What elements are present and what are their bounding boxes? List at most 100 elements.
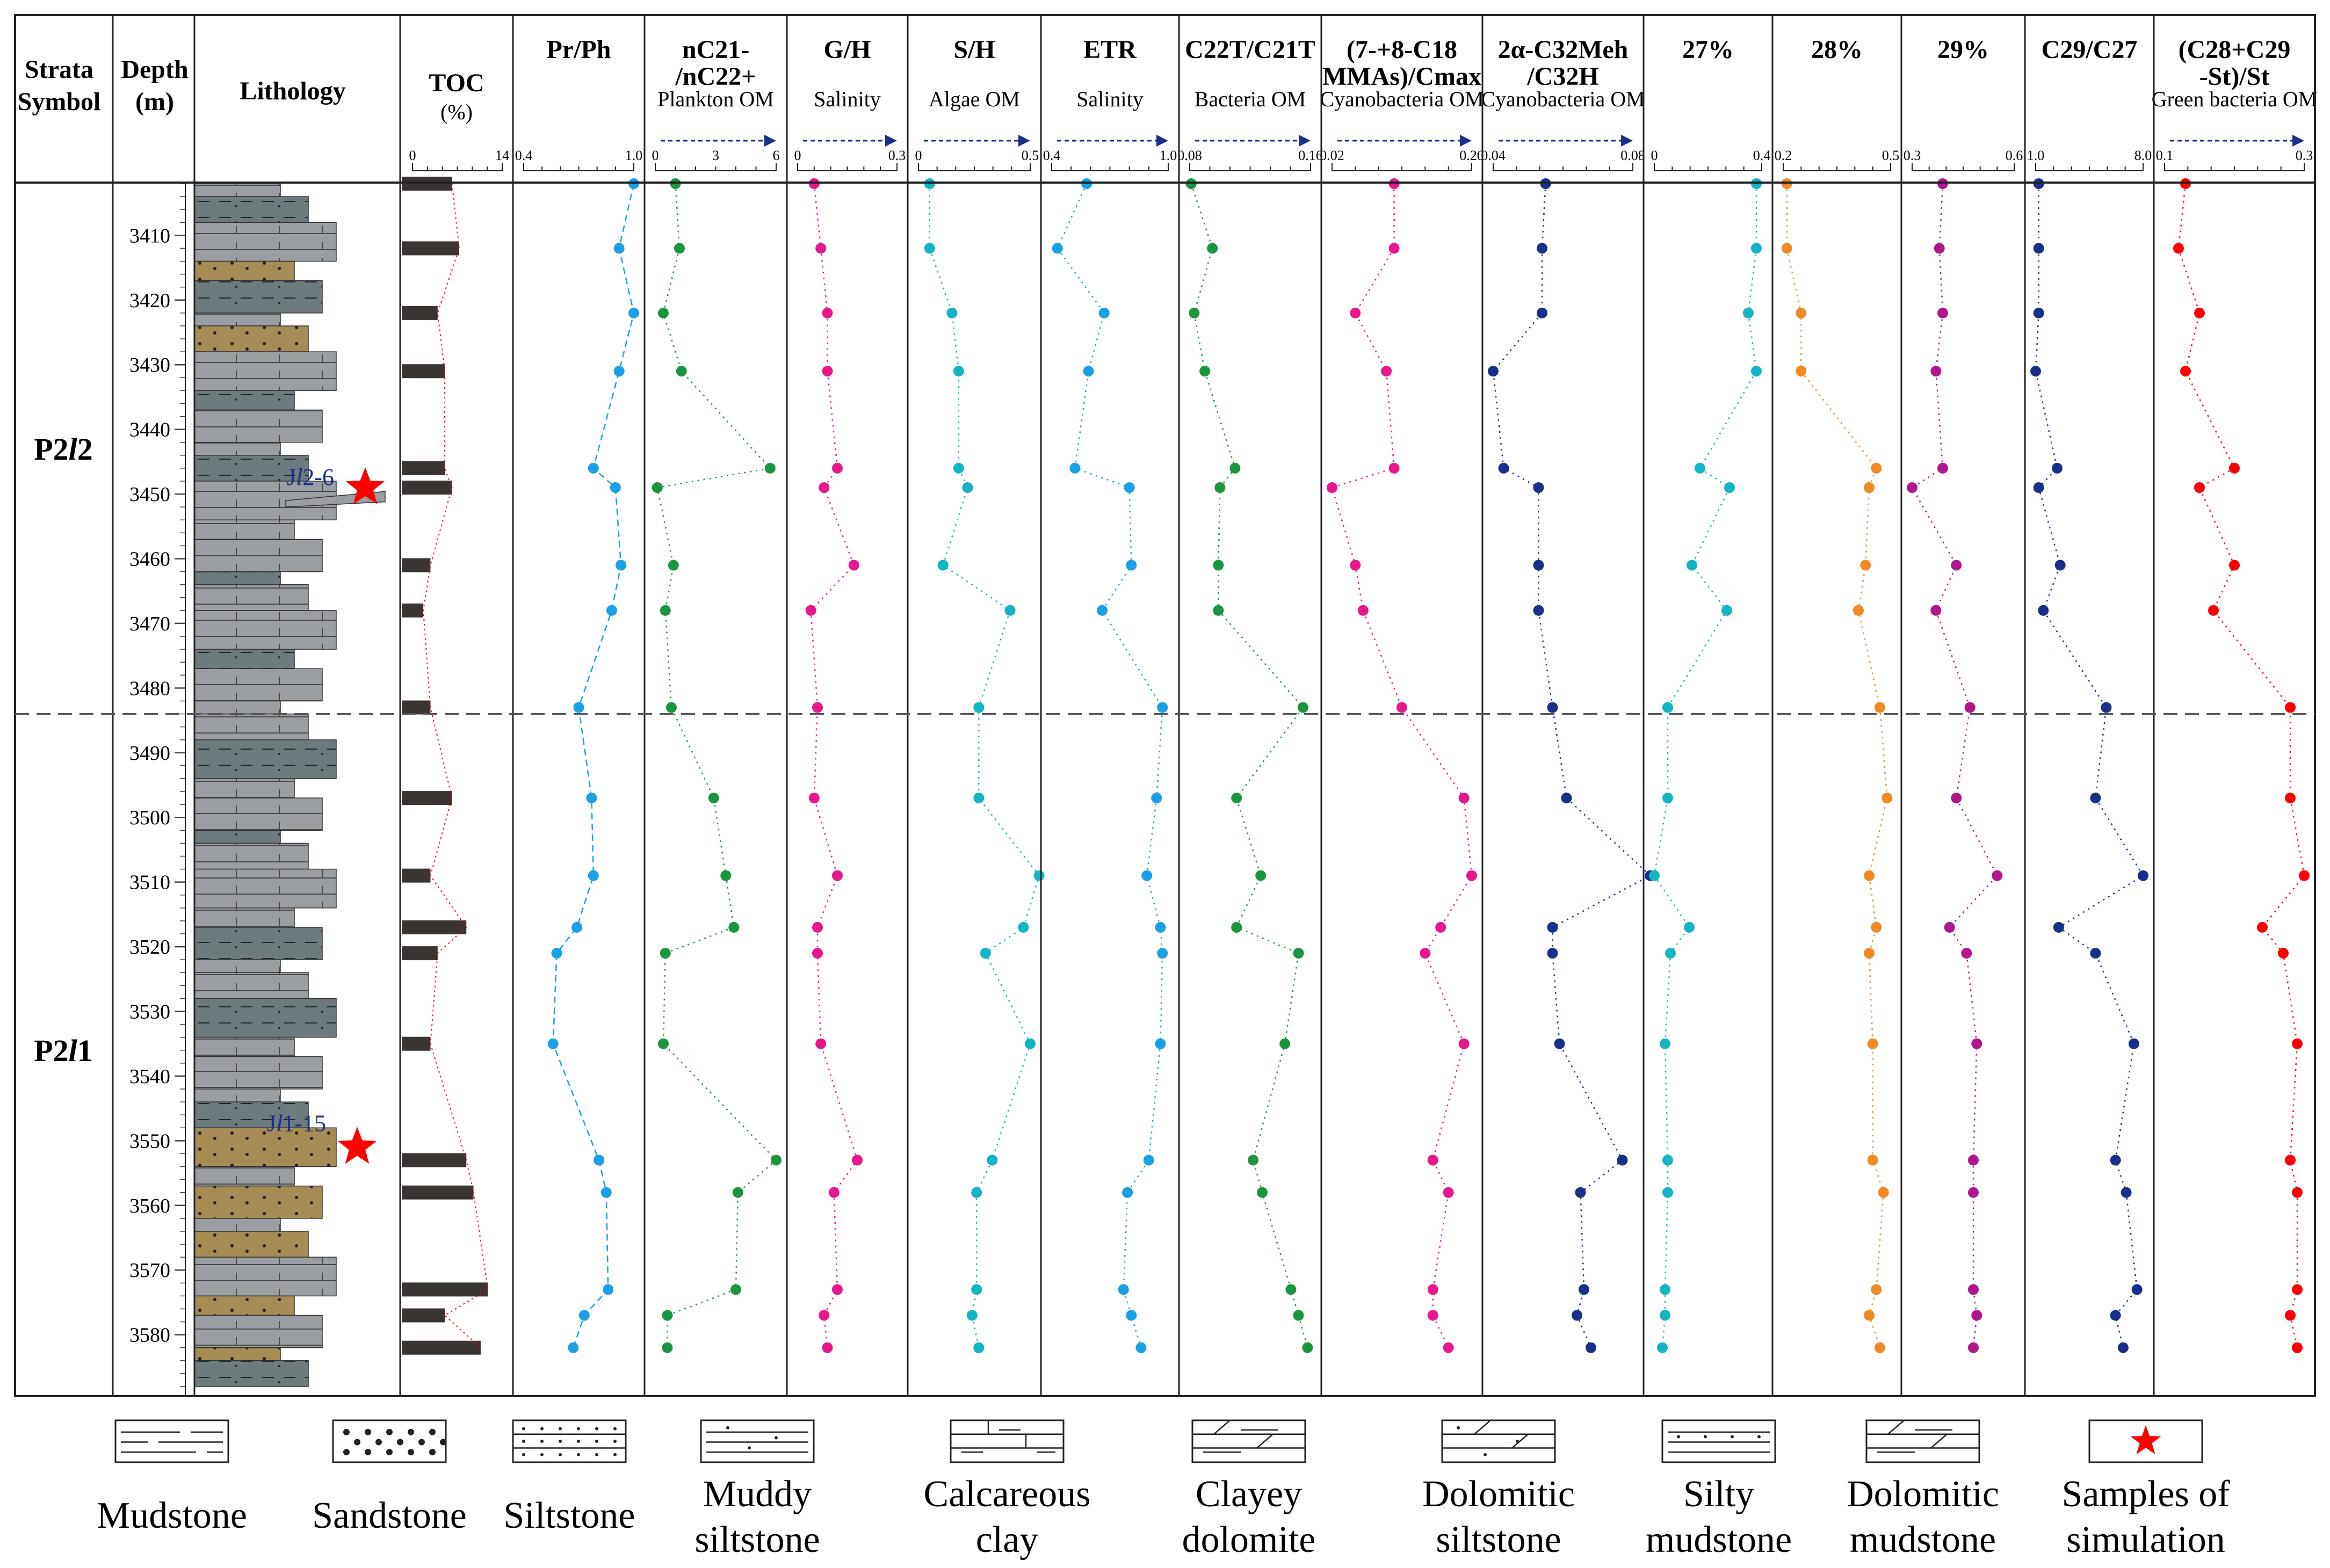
data-point [586,793,597,804]
data-point [1944,921,1955,933]
depth-tick-label: 3410 [129,224,170,247]
data-point [1871,921,1882,933]
data-point [720,870,732,881]
toc-bar [402,306,438,320]
data-point [2121,1187,2132,1198]
data-point [1796,366,1807,377]
data-point [1199,366,1211,377]
data-point [971,1187,982,1198]
data-point [832,870,843,881]
legend-swatch [700,1419,815,1463]
lithology-layer [194,1231,309,1258]
swatch-dot [429,1428,436,1435]
toc-bar [402,364,445,379]
swatch-dot [748,1446,751,1450]
data-point [1572,1310,1582,1321]
track-header-2: MMAs)/Cmax [1322,62,1481,91]
swatch-dot [429,1449,436,1456]
data-point [1662,793,1673,804]
lithology-layer [194,1257,337,1297]
data-point [1293,1310,1304,1321]
data-point [2110,1155,2121,1166]
lithology-layer [194,610,337,650]
data-point [1207,243,1218,254]
data-point [832,1284,843,1295]
data-point [2292,1038,2303,1049]
swatch-line [1511,1433,1529,1449]
legend-siltstone: Siltstone [503,1419,635,1536]
swatch-dot [1516,1440,1519,1443]
data-point [1660,1310,1670,1321]
legend-swatch [1865,1419,1980,1463]
legend-swatch [1191,1419,1306,1463]
data-point [1033,870,1045,881]
data-point [1327,482,1337,493]
data-point [1687,560,1697,571]
track-header: Pr/Ph [547,35,611,64]
data-point [1533,605,1544,616]
data-point [2033,482,2044,493]
track-header: C29/C27 [2042,35,2138,64]
depth-tick-label: 3490 [129,742,170,765]
data-point [2131,1284,2143,1295]
lithology-layer [194,1127,337,1167]
data-point [547,1038,559,1049]
data-point [946,307,958,318]
depth-tick-label: 3540 [129,1065,170,1088]
data-point [2285,702,2296,713]
data-point [1579,1284,1589,1295]
lithology-layer [194,313,281,326]
data-point [1229,462,1241,474]
swatch-dot [343,1449,350,1456]
data-point [1458,793,1470,804]
unit-main: P2 [34,1033,68,1068]
data-point [610,482,621,493]
track-header-3: Green bacteria OM [2152,87,2318,111]
legend-label-2: dolomite [1182,1519,1316,1560]
lithology-layer [194,183,281,197]
data-point [2229,462,2240,474]
track-C29/C27: C29/C27 1.0 8.0 [2027,35,2152,1353]
swatch-dot [522,1453,525,1456]
lithology-layer [194,668,323,702]
data-point [708,793,719,804]
data-point [666,702,677,713]
data-point [1302,1342,1313,1353]
column-headers: Strata Symbol Depth (m) Lithology [18,55,346,116]
data-point [1004,605,1016,616]
track-header-3: Cyanobacteria OM [1320,87,1484,111]
outer-frame [14,14,2316,1397]
data-point [1257,1187,1268,1198]
data-point [1097,605,1108,616]
data-point [2278,948,2289,959]
data-point [1052,243,1063,254]
track-header: G/H [823,35,871,64]
data-point [1420,948,1431,959]
data-point [1968,1155,1979,1166]
toc-bar [402,1153,467,1167]
data-point [658,1038,669,1049]
scale-tick-label: 0 [409,148,416,163]
swatch-line [1474,1420,1491,1435]
legend-label: Dolomitic [1847,1473,1999,1515]
scale-tick-label: 0.4 [1043,148,1061,163]
lithology-layer [194,649,295,669]
data-point [1488,366,1499,377]
swatch-line [1213,1420,1231,1435]
series-line [1331,184,1473,1348]
data-point [1743,307,1754,318]
data-point [1388,243,1400,254]
swatch-dot [540,1453,544,1456]
scale-tick-label: 0.4 [1753,148,1771,163]
lithology-layer [194,584,309,611]
swatch-dot [595,1440,598,1443]
track-header: C22T/C21T [1185,35,1315,64]
toc-track: TOC (%) 0 14 [402,69,509,1355]
